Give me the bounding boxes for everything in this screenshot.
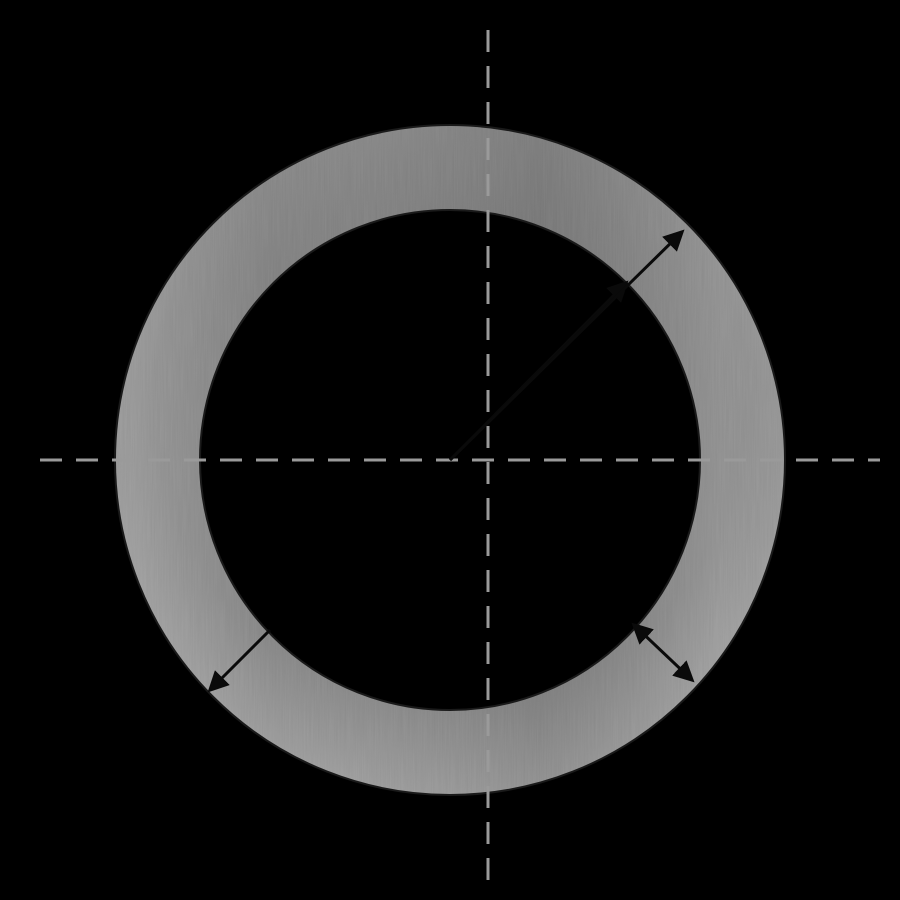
ring-cross-section-diagram [0, 0, 900, 900]
metal-ring [0, 0, 900, 900]
